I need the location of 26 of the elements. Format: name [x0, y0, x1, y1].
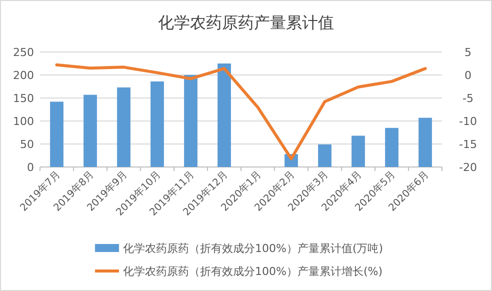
- y-tick-label: 50: [20, 138, 34, 151]
- bar: [184, 75, 198, 167]
- bar: [84, 94, 97, 167]
- y2-tick-label: 5: [464, 46, 472, 59]
- bar: [385, 128, 398, 167]
- legend-label: 化学农药原药（折有效成分100%）产量累计值(万吨): [123, 242, 384, 255]
- y-tick-label: 0: [27, 161, 34, 174]
- bar: [318, 144, 332, 167]
- line-series: [55, 63, 427, 160]
- y2-tick-label: -20: [459, 161, 477, 174]
- y-tick-label: 100: [13, 115, 34, 128]
- bar: [117, 87, 130, 167]
- bar: [352, 136, 365, 167]
- legend-label: 化学农药原药（折有效成分100%）产量累计增长(%): [123, 265, 382, 278]
- y2-tick-label: -10: [459, 115, 477, 128]
- y-tick-label: 250: [13, 46, 34, 59]
- y-tick-label: 200: [13, 69, 34, 82]
- bar: [150, 81, 164, 167]
- bar: [50, 102, 64, 167]
- y2-tick-label: 0: [464, 69, 472, 82]
- bar: [418, 118, 432, 167]
- bar: [218, 64, 231, 167]
- y2-tick-label: -15: [459, 138, 477, 151]
- y-tick-label: 150: [13, 92, 34, 105]
- chart-title: 化学农药原药产量累计值: [158, 13, 334, 32]
- y2-tick-label: -5: [462, 92, 474, 105]
